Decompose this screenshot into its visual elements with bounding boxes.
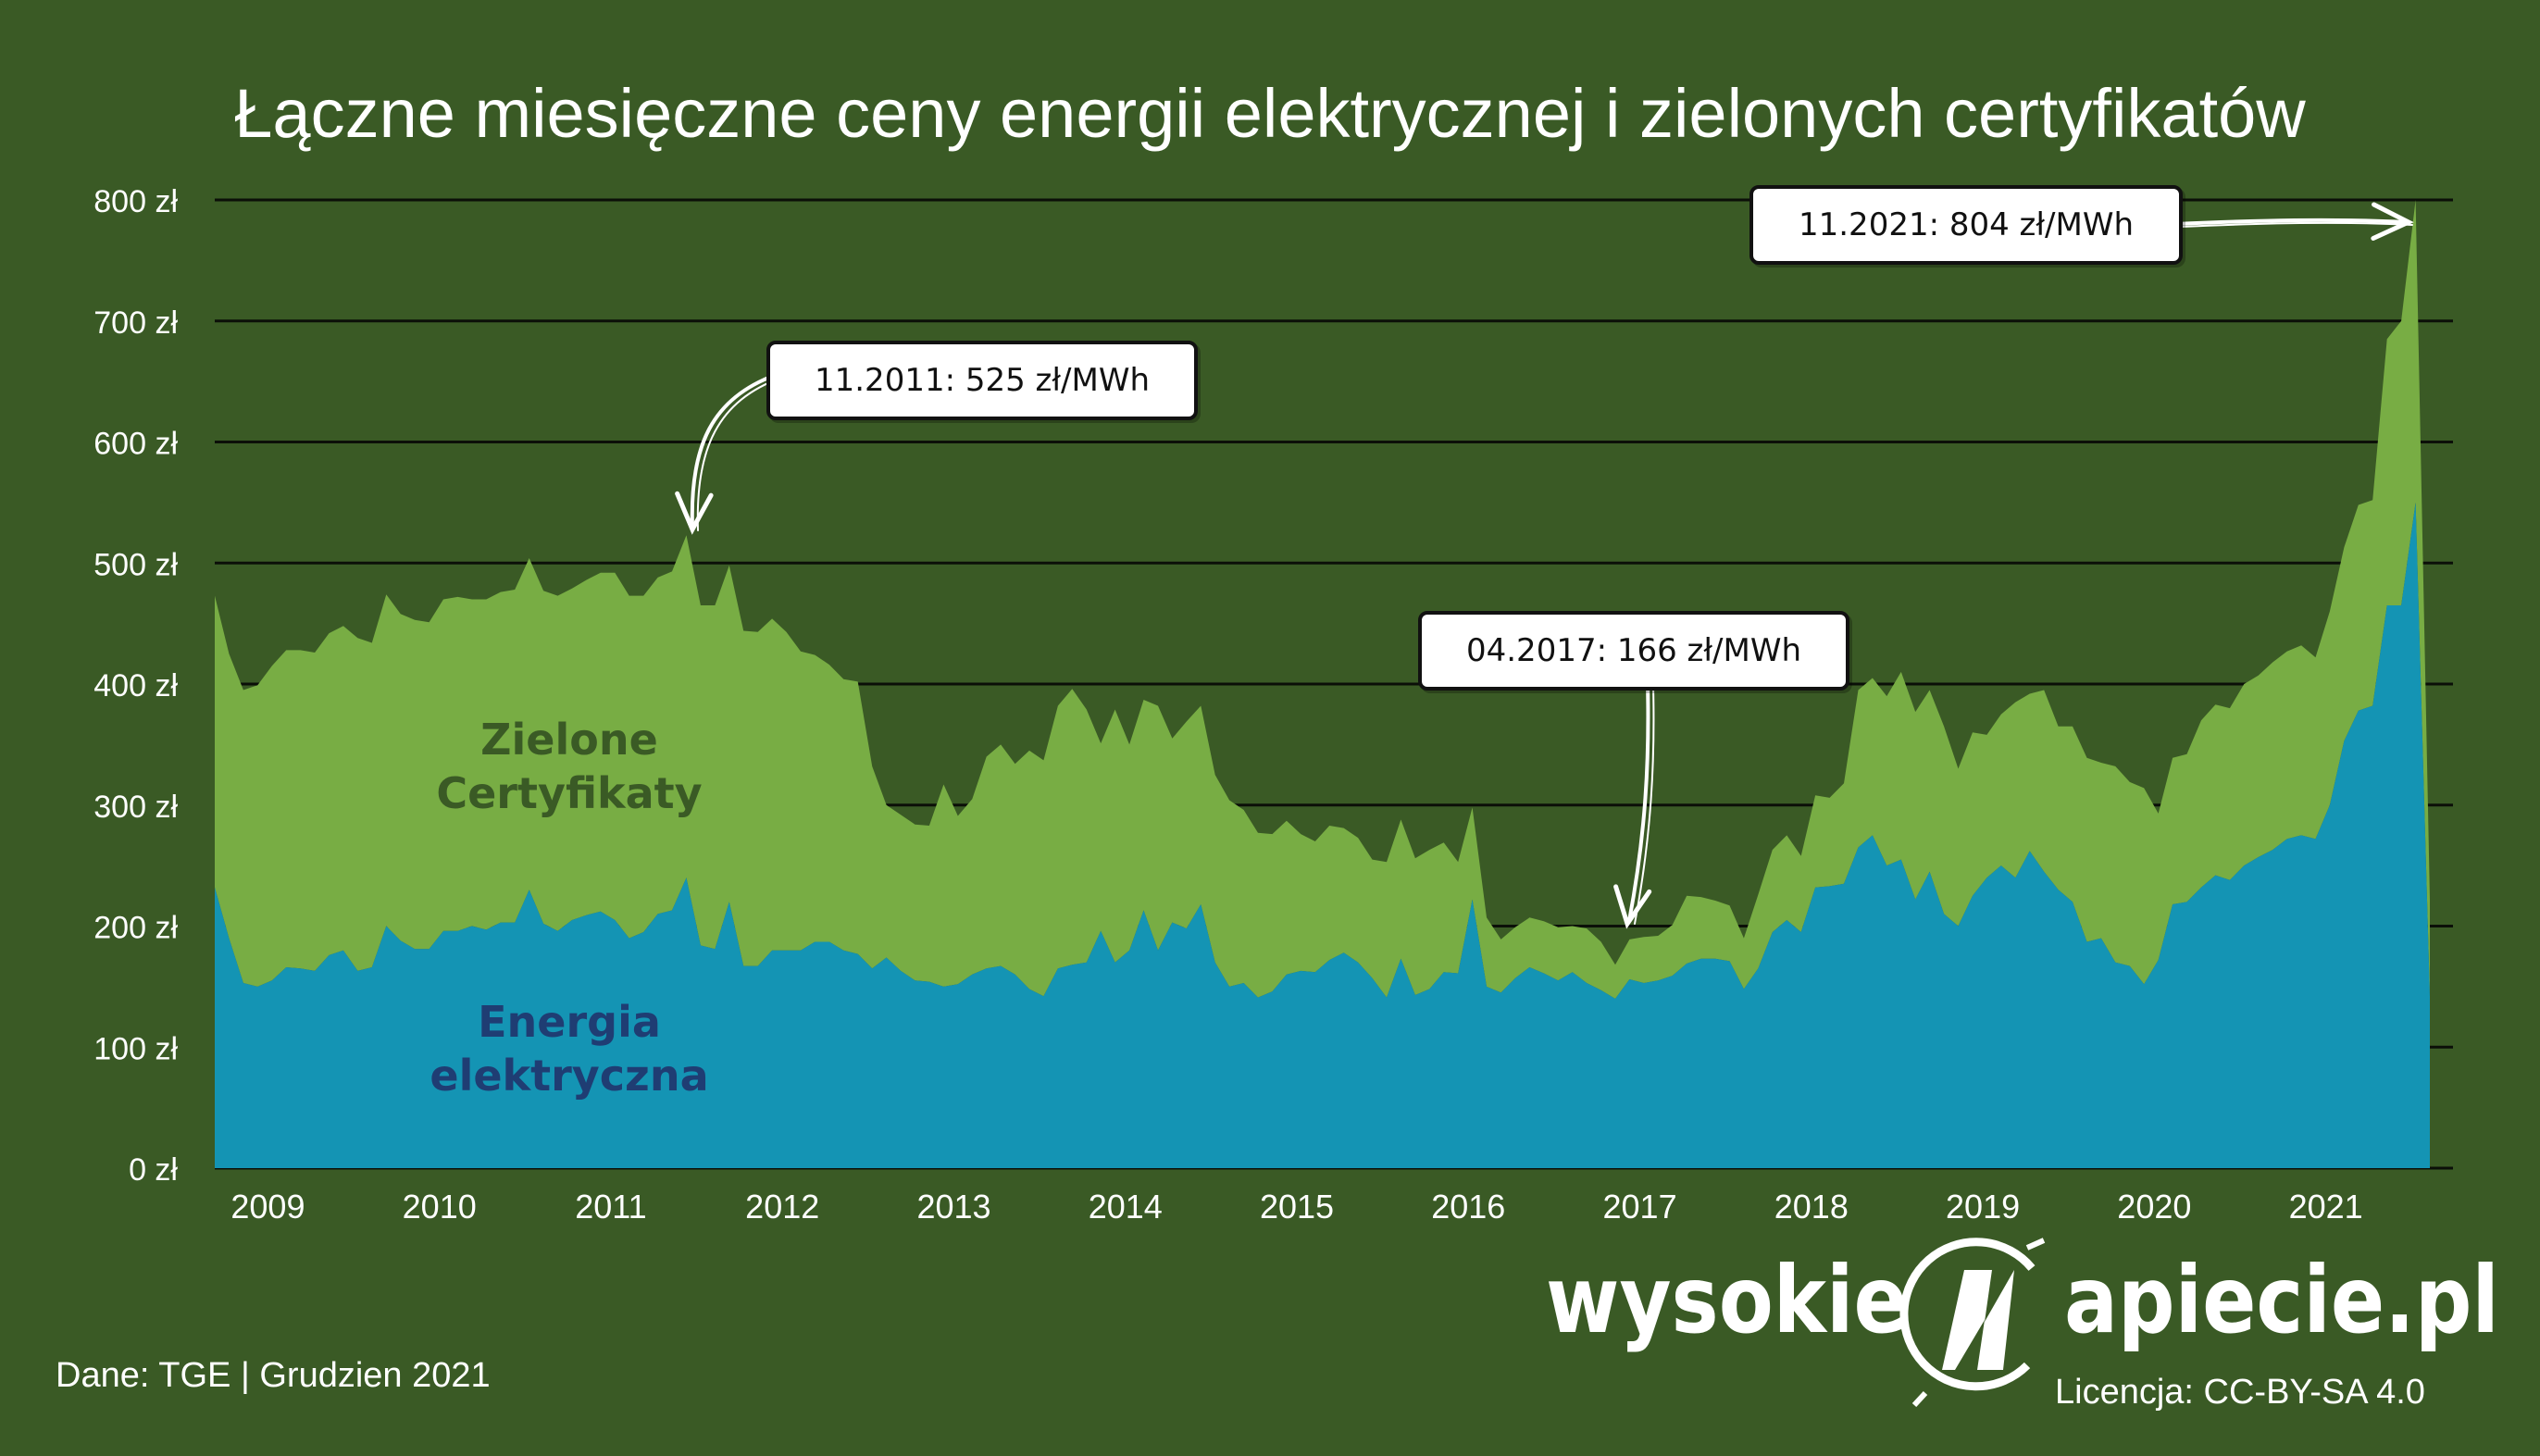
x-tick-label: 2021 xyxy=(2289,1188,2363,1226)
label-certificates-line2: Certyfikaty xyxy=(436,768,703,818)
y-tick-label: 600 zł xyxy=(93,427,178,462)
chart-title: Łączne miesięczne ceny energii elektrycz… xyxy=(234,75,2306,152)
logo-text-left: wysokie xyxy=(1546,1246,1908,1354)
arrow-icon xyxy=(690,373,778,529)
logo-text-right: apiecie.pl xyxy=(2064,1246,2499,1354)
x-tick-label: 2014 xyxy=(1089,1188,1163,1226)
x-tick-label: 2016 xyxy=(1431,1188,1505,1226)
arrow-icon xyxy=(2173,218,2409,226)
label-certificates: Zielone Certyfikaty xyxy=(370,713,768,820)
x-tick-label: 2010 xyxy=(403,1188,477,1226)
source-note: Dane: TGE | Grudzien 2021 xyxy=(56,1356,491,1395)
y-tick-label: 100 zł xyxy=(93,1031,178,1066)
y-tick-label: 700 zł xyxy=(93,305,178,341)
x-tick-label: 2017 xyxy=(1603,1188,1677,1226)
label-certificates-line1: Zielone xyxy=(480,715,658,765)
x-tick-label: 2020 xyxy=(2117,1188,2191,1226)
axis-layer: 0 zł 100 zł 200 zł 300 zł 400 zł 500 zł 600 zł… xyxy=(93,184,2362,1226)
series-area-zielone-certyfikaty xyxy=(215,200,2430,999)
arrow-head-icon xyxy=(1613,884,1652,929)
x-tick-label: 2015 xyxy=(1260,1188,1334,1226)
callout-peak-2011: 11.2011: 525 zł/MWh xyxy=(766,341,1198,420)
y-tick-label: 400 zł xyxy=(93,668,178,703)
arrow-icon xyxy=(1627,681,1650,923)
series-area-energia-elektryczna xyxy=(215,502,2430,1168)
x-tick-label: 2013 xyxy=(916,1188,990,1226)
arrow-head-icon xyxy=(675,491,714,535)
arrow-icon-stroke xyxy=(696,377,782,531)
y-tick-label: 300 zł xyxy=(93,790,178,825)
y-tick-label: 500 zł xyxy=(93,547,178,582)
arrow-head-icon xyxy=(2371,202,2414,242)
callout-peak-2021: 11.2021: 804 zł/MWh xyxy=(1749,185,2183,265)
x-tick-label: 2009 xyxy=(230,1188,305,1226)
x-tick-label: 2011 xyxy=(575,1188,646,1226)
label-energy-line1: Energia xyxy=(478,997,661,1047)
area-layer xyxy=(215,200,2430,1168)
x-tick-label: 2012 xyxy=(745,1188,819,1226)
y-tick-label: 200 zł xyxy=(93,911,178,946)
callout-low-2017: 04.2017: 166 zł/MWh xyxy=(1418,611,1849,691)
arrow-layer xyxy=(675,202,2414,929)
arrow-icon-stroke xyxy=(2180,221,2413,228)
brand-logo: wysokie apiecie.pl xyxy=(1546,1238,2499,1407)
x-tick-label: 2019 xyxy=(1946,1188,2020,1226)
label-energy: Energia elektryczna xyxy=(370,995,768,1102)
license-note: Licencja: CC-BY-SA 4.0 xyxy=(2055,1373,2425,1412)
x-tick-label: 2018 xyxy=(1774,1188,1849,1226)
y-tick-label: 0 zł xyxy=(129,1152,178,1188)
label-energy-line2: elektryczna xyxy=(430,1051,709,1101)
lightning-n-icon xyxy=(1899,1238,2046,1407)
arrow-icon-stroke xyxy=(1634,685,1655,925)
y-tick-label: 800 zł xyxy=(93,184,178,219)
